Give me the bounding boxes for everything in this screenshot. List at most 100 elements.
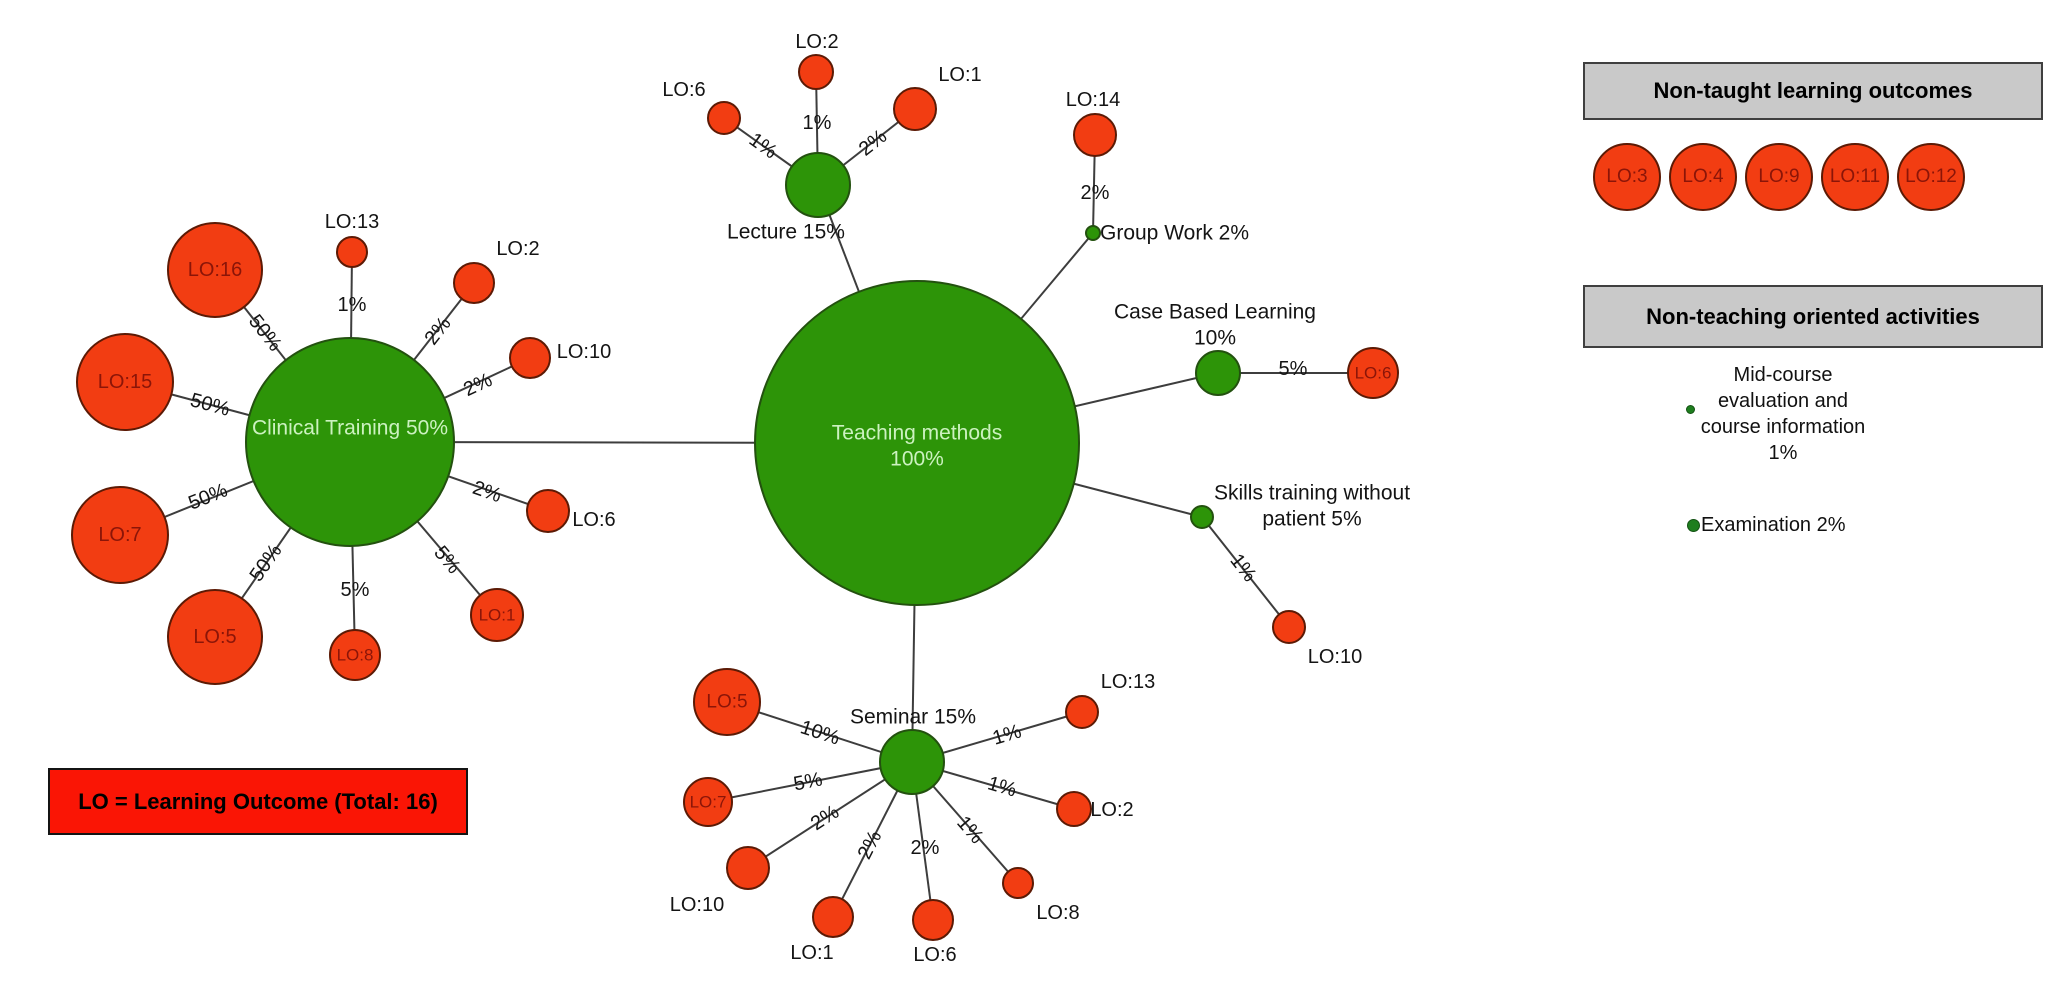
node-c-lo13	[336, 236, 368, 268]
node-se-lo6	[912, 899, 954, 941]
node-se-lo7	[683, 777, 733, 827]
non-teaching-header: Non-teaching oriented activities	[1583, 285, 2043, 348]
label-se-lo8: LO:8	[1036, 902, 1079, 924]
node-teaching	[754, 280, 1080, 606]
edge-label-clinical-c-lo16: 50%	[244, 310, 286, 355]
label-c-lo8: LO:8	[337, 646, 374, 665]
edge-label-lecture-l-lo6: 1%	[745, 129, 781, 164]
edge-label-clinical-c-lo1: 5%	[429, 542, 465, 578]
node-c-lo7	[71, 486, 169, 584]
label-skills: Skills training without	[1214, 482, 1410, 505]
edge-label-seminar-se-lo7: 5%	[792, 768, 825, 795]
examination-label: Examination 2%	[1701, 514, 1846, 536]
node-cb-lo6	[1347, 347, 1399, 399]
label-se-lo6: LO:6	[913, 944, 956, 966]
label-c-lo7: LO:7	[98, 524, 141, 546]
node-c-lo16	[167, 222, 263, 318]
node-lecture	[785, 152, 851, 218]
node-c-lo5	[167, 589, 263, 685]
label-c-lo15: LO:15	[98, 371, 152, 393]
label-c-lo1: LO:1	[479, 606, 516, 625]
non-taught-outcome-5: LO:12	[1897, 143, 1965, 211]
node-l-lo6	[707, 101, 741, 135]
edge-label-clinical-c-lo8: 5%	[341, 579, 370, 601]
label-se-lo1: LO:1	[790, 942, 833, 964]
label-c-lo5: LO:5	[193, 626, 236, 648]
node-se-lo13	[1065, 695, 1099, 729]
edge-label-clinical-c-lo13: 1%	[338, 294, 367, 316]
label-teaching: Teaching methods	[832, 422, 1002, 445]
edge-label-seminar-se-lo10: 2%	[807, 801, 843, 835]
label-skills: patient 5%	[1262, 508, 1361, 531]
edge-seminar-se-lo7	[707, 761, 913, 803]
label-se-lo10: LO:10	[670, 894, 724, 916]
edge-label-casebased-cb-lo6: 5%	[1279, 358, 1308, 380]
node-se-lo5	[693, 668, 761, 736]
label-lecture: Lecture 15%	[727, 221, 845, 244]
label-casebased: 10%	[1194, 327, 1236, 350]
node-l-lo1	[893, 87, 937, 131]
node-se-lo10	[726, 846, 770, 890]
edge-label-lecture-l-lo2: 1%	[803, 112, 832, 134]
non-taught-outcome-1: LO:3	[1593, 143, 1661, 211]
non-taught-outcomes-row: LO:3 LO:4 LO:9 LO:11 LO:12	[1593, 143, 1965, 211]
examination-item: Examination 2%	[1687, 514, 1846, 537]
label-clinical: Clinical Training 50%	[252, 417, 448, 440]
node-c-lo6	[526, 489, 570, 533]
edge-label-seminar-se-lo6: 2%	[911, 837, 940, 859]
edge-label-groupwork-g-lo14: 2%	[1081, 182, 1110, 204]
node-groupwork	[1085, 225, 1101, 241]
label-l-lo2: LO:2	[795, 31, 838, 53]
label-se-lo5: LO:5	[706, 692, 747, 713]
edge-skills-s-lo10	[1201, 516, 1290, 628]
green-dot-icon	[1687, 519, 1700, 532]
edge-label-seminar-se-lo5: 10%	[798, 716, 843, 749]
node-l-lo2	[798, 54, 834, 90]
green-dot-icon	[1686, 405, 1695, 414]
label-se-lo7: LO:7	[690, 793, 727, 812]
edge-label-clinical-c-lo5: 50%	[246, 540, 287, 586]
non-taught-header: Non-taught learning outcomes	[1583, 62, 2043, 120]
label-casebased: Case Based Learning	[1114, 301, 1316, 324]
node-c-lo10	[509, 337, 551, 379]
edge-label-seminar-se-lo2: 1%	[985, 772, 1019, 801]
non-taught-outcome-4: LO:11	[1821, 143, 1889, 211]
edge-label-clinical-c-lo15: 50%	[188, 389, 233, 421]
edge-label-clinical-c-lo7: 50%	[185, 479, 231, 514]
label-s-lo10: LO:10	[1308, 646, 1362, 668]
label-l-lo6: LO:6	[662, 79, 705, 101]
edge-label-clinical-c-lo6: 2%	[470, 477, 505, 507]
label-c-lo13: LO:13	[325, 211, 379, 233]
label-c-lo10: LO:10	[557, 341, 611, 363]
edge-label-skills-s-lo10: 1%	[1225, 550, 1260, 586]
node-c-lo1	[470, 588, 524, 642]
label-c-lo6: LO:6	[572, 509, 615, 531]
node-se-lo8	[1002, 867, 1034, 899]
node-se-lo2	[1056, 791, 1092, 827]
label-teaching: 100%	[890, 448, 944, 471]
label-se-lo2: LO:2	[1090, 799, 1133, 821]
node-s-lo10	[1272, 610, 1306, 644]
label-c-lo2: LO:2	[496, 238, 539, 260]
edge-label-seminar-se-lo1: 2%	[854, 827, 887, 863]
label-cb-lo6: LO:6	[1355, 364, 1392, 383]
label-se-lo13: LO:13	[1101, 671, 1155, 693]
node-seminar	[879, 729, 945, 795]
node-casebased	[1195, 350, 1241, 396]
legend-box: LO = Learning Outcome (Total: 16)	[48, 768, 468, 835]
edge-label-clinical-c-lo10: 2%	[460, 369, 496, 401]
label-l-lo1: LO:1	[938, 64, 981, 86]
label-g-lo14: LO:14	[1066, 89, 1120, 111]
node-g-lo14	[1073, 113, 1117, 157]
edge-label-seminar-se-lo13: 1%	[990, 720, 1024, 749]
midcourse-evaluation-item: Mid-course evaluation and course informa…	[1700, 364, 1866, 464]
node-se-lo1	[812, 896, 854, 938]
label-c-lo16: LO:16	[188, 259, 242, 281]
label-seminar: Seminar 15%	[850, 706, 976, 729]
node-c-lo8	[329, 629, 381, 681]
label-groupwork: Group Work 2%	[1100, 222, 1249, 245]
node-c-lo2	[453, 262, 495, 304]
node-clinical	[245, 337, 455, 547]
